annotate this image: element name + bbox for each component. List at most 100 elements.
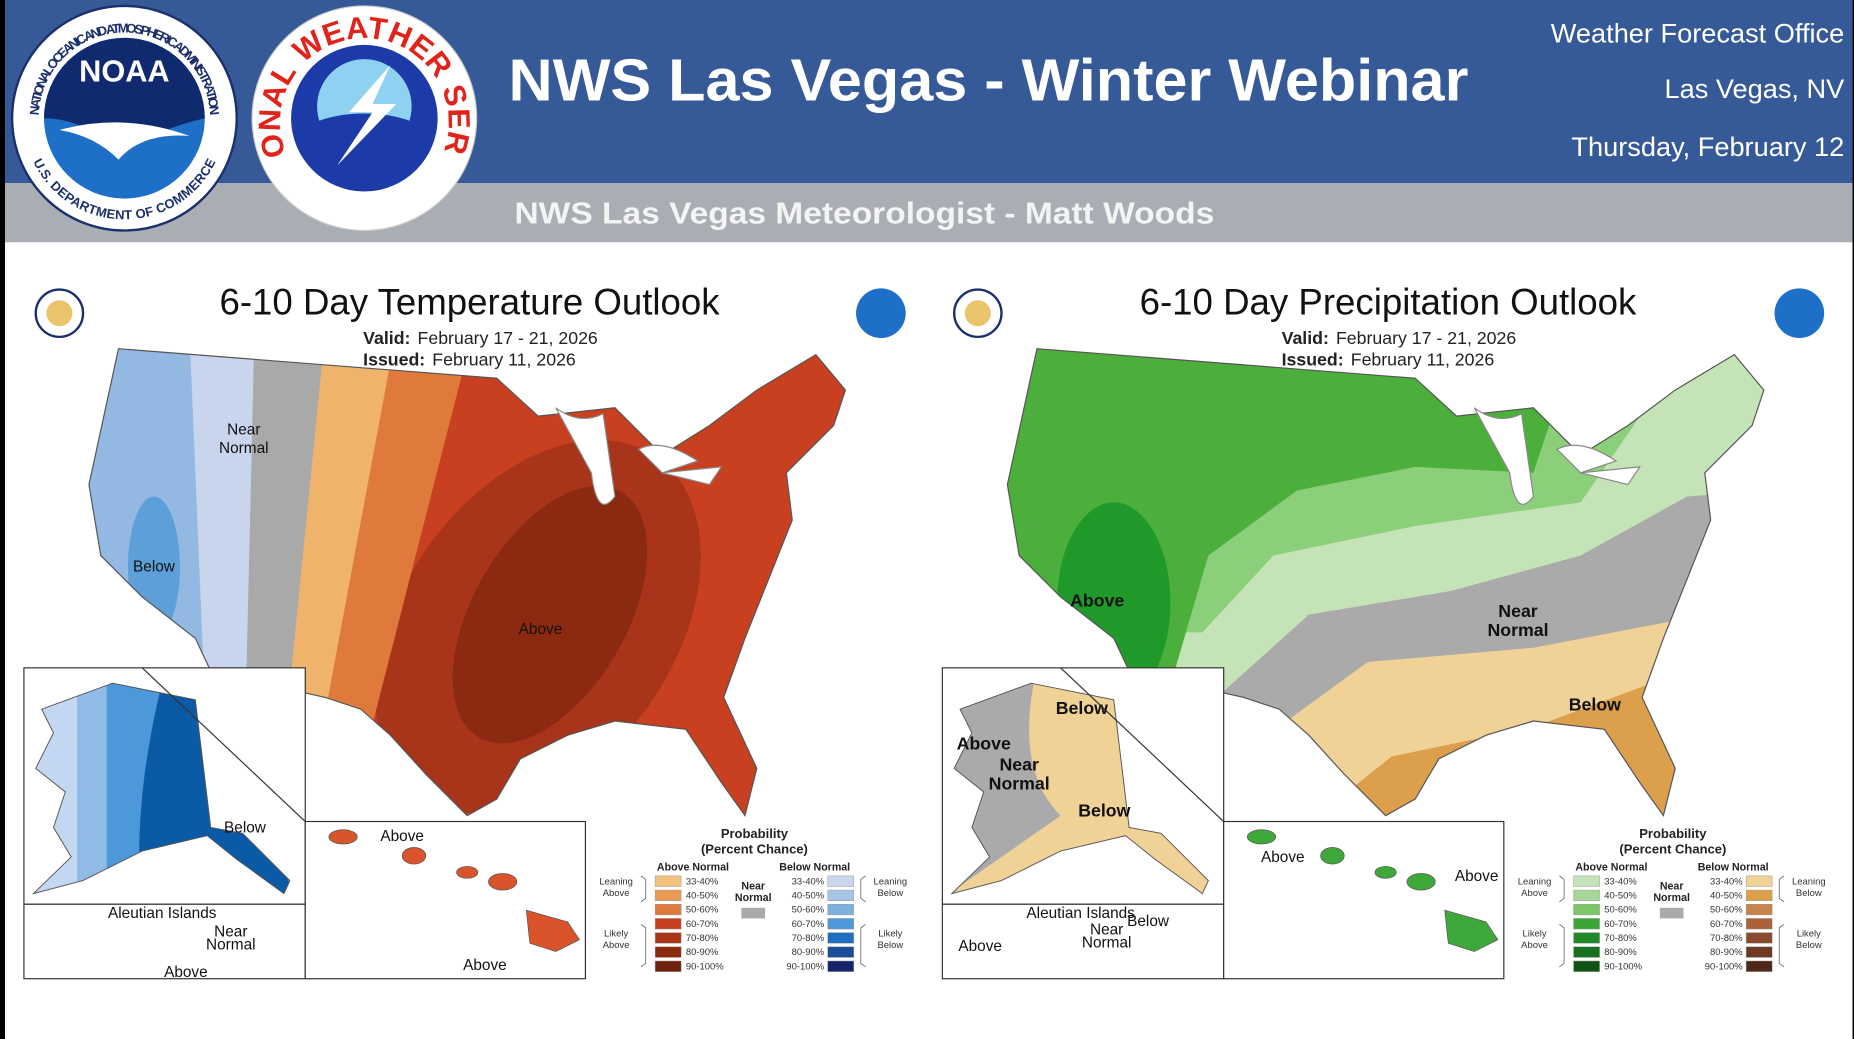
legend-side-label: Likely (1797, 928, 1821, 939)
legend-side-label: Above (603, 888, 630, 899)
map-label: Above (1455, 868, 1499, 885)
legend-side-label: Above (1521, 940, 1548, 951)
legend-range: 50-60% (792, 905, 825, 916)
map-label: Near (214, 924, 247, 941)
map-label: Below (1569, 694, 1621, 714)
legend-side-label: Above (1521, 888, 1548, 899)
legend-range: 90-100% (686, 961, 724, 972)
legend-range: 33-40% (686, 876, 719, 887)
office-line: Thursday, February 12 (1571, 131, 1844, 162)
legend-side-label: Likely (1522, 928, 1546, 939)
panel-title: 6-10 Day Temperature Outlook (219, 282, 720, 323)
precipitation-panel: AboveNearNormalBelowBelowAboveNearNormal… (941, 288, 1826, 980)
noaa-mini-logo (1774, 288, 1825, 339)
panel-title: 6-10 Day Precipitation Outlook (1140, 282, 1637, 323)
legend-below-title: Below Normal (779, 861, 850, 873)
legend-swatch (654, 932, 682, 944)
map-label: Near (227, 421, 260, 438)
legend-swatch (1573, 904, 1600, 916)
legend-brace (640, 875, 866, 968)
legend-swatch (1745, 875, 1773, 887)
legend-range: 80-90% (686, 947, 719, 958)
legend-swatch (827, 932, 854, 944)
legend-near: Near (1660, 880, 1684, 892)
map-label: Aleutian Islands (108, 905, 217, 922)
legend-swatch-near (741, 907, 766, 919)
office-line: Las Vegas, NV (1665, 73, 1845, 104)
map-label: Below (1078, 801, 1130, 821)
legend-swatch (827, 875, 854, 887)
inset-connector (141, 667, 306, 822)
legend-near: Normal (1653, 892, 1690, 904)
map-label: Above (957, 733, 1011, 753)
legend-side-label: Leaning (599, 876, 633, 887)
legend-swatch (1745, 889, 1773, 901)
issued-label: Issued: (1282, 349, 1344, 369)
legend-near: Normal (735, 892, 772, 904)
inset-connector (1060, 667, 1225, 822)
legend-side-label: Likely (604, 928, 628, 939)
legend-above-title: Above Normal (657, 861, 729, 873)
issued-line: Issued: February 11, 2026 (1282, 349, 1495, 369)
legend-swatch (827, 960, 854, 972)
map-label: Normal (219, 440, 268, 457)
legend-range: 90-100% (786, 961, 824, 972)
legend-range: 80-90% (1604, 947, 1637, 958)
legend-swatch (654, 960, 682, 972)
legend-swatch (654, 946, 682, 958)
legend-swatch (1573, 932, 1600, 944)
legend-side-label: Below (877, 888, 903, 899)
legend-swatch (1745, 904, 1773, 916)
legend-range: 33-40% (1710, 876, 1743, 887)
hawaii-islands (1246, 829, 1499, 952)
valid-label: Valid: (363, 328, 410, 348)
legend-swatch (1573, 889, 1600, 901)
legend-subtitle: (Percent Chance) (1619, 841, 1726, 856)
legend-swatch (1573, 960, 1600, 972)
legend-brace (1559, 875, 1785, 968)
legend-range: 70-80% (792, 933, 825, 944)
map-label: Below (1056, 698, 1108, 718)
legend-title: Probability (1639, 826, 1707, 841)
legend-swatch (1745, 946, 1773, 958)
map-label: Normal (206, 937, 256, 954)
issued-value: February 11, 2026 (432, 349, 576, 369)
hawaii-inset (304, 820, 586, 980)
legend-range: 40-50% (1710, 890, 1743, 901)
legend-range: 33-40% (1604, 876, 1637, 887)
legend-side-label: Likely (878, 928, 902, 939)
legend-range: 60-70% (1710, 919, 1743, 930)
legend-near: Near (741, 880, 765, 892)
noaa-mini-logo (856, 288, 906, 339)
doc-seal-center (46, 300, 73, 327)
legend-range: 80-90% (1710, 947, 1743, 958)
legend-side-label: Leaning (1792, 876, 1826, 887)
legend-swatch (827, 946, 854, 958)
map-label: Above (519, 621, 563, 638)
legend-range: 70-80% (1604, 933, 1637, 944)
legend-side-label: Leaning (874, 876, 908, 887)
legend-swatch-near (1659, 907, 1684, 919)
map-label: Above (164, 964, 208, 981)
legend-side-label: Below (877, 940, 903, 951)
legend-swatch (654, 889, 682, 901)
legend-range: 40-50% (792, 890, 825, 901)
legend-range: 40-50% (1604, 890, 1637, 901)
legend-swatch (654, 875, 682, 887)
legend-range: 60-70% (1604, 919, 1637, 930)
office-line: Weather Forecast Office (1551, 18, 1844, 49)
legend-swatch (1745, 960, 1773, 972)
map-label: Below (224, 820, 267, 837)
map-label: Normal (1082, 934, 1132, 951)
issued-line: Issued: February 11, 2026 (363, 349, 576, 369)
noaa-name: NOAA (79, 53, 169, 88)
legend-range: 90-100% (1705, 961, 1743, 972)
noaa-logo: NOAA NATIONAL OCEANIC AND ATMOSPHERIC AD… (10, 4, 238, 232)
valid-value: February 17 - 21, 2026 (418, 328, 598, 348)
header-title: NWS Las Vegas - Winter Webinar (509, 47, 1469, 114)
doc-seal-center (964, 300, 991, 327)
issued-value: February 11, 2026 (1351, 349, 1495, 369)
map-label: Normal (989, 774, 1050, 794)
